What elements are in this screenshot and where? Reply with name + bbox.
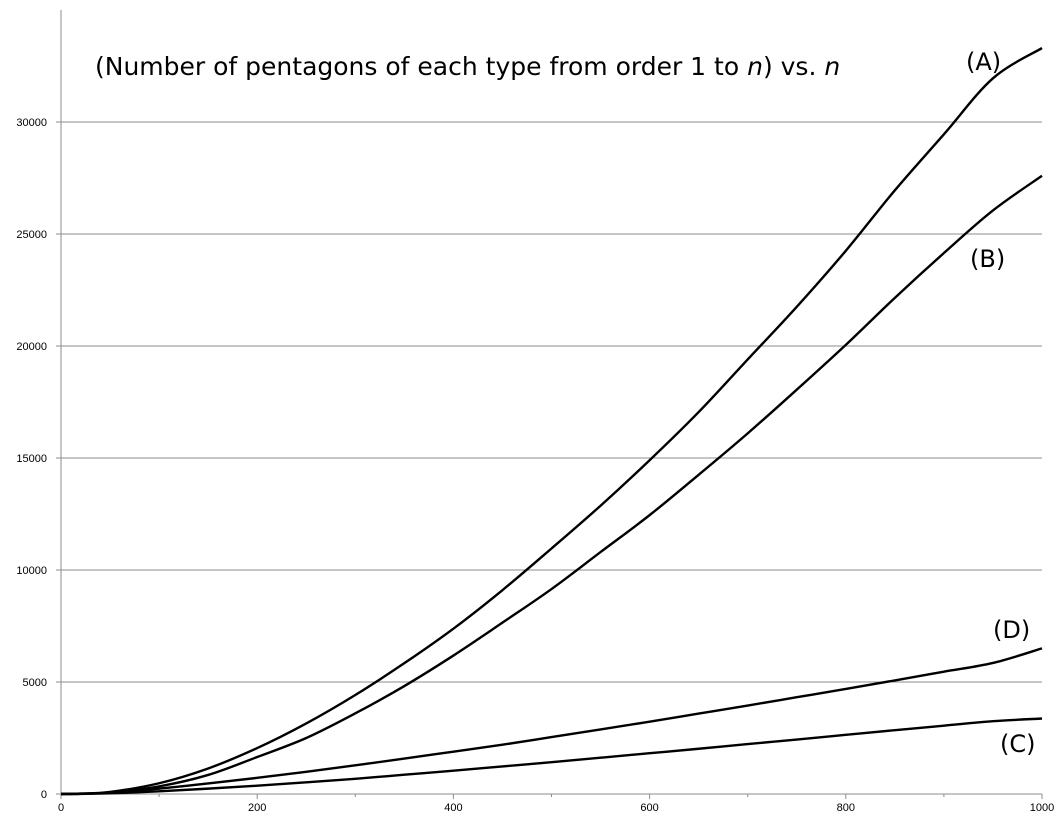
series-line-d <box>60 647 1043 796</box>
series-label-c: (C) <box>1000 730 1035 758</box>
series-line-c <box>60 717 1043 796</box>
x-tick-label: 0 <box>58 802 64 814</box>
x-tick-label: 400 <box>444 802 462 814</box>
grid-lines <box>61 121 1042 683</box>
chart-title-part: n <box>747 52 763 81</box>
x-tick-label: 800 <box>837 802 855 814</box>
y-tick-label: 30000 <box>16 117 47 129</box>
x-tick-label: 600 <box>640 802 658 814</box>
axes <box>56 10 1043 799</box>
chart-title-part: ) vs. <box>763 52 824 81</box>
series-line-b <box>60 174 1043 796</box>
y-tick-label: 5000 <box>23 677 47 689</box>
chart-title-part: (Number of pentagons of each type from o… <box>95 52 747 81</box>
x-tick-label: 200 <box>248 802 266 814</box>
chart-title-part: n <box>824 52 840 81</box>
y-tick-label: 15000 <box>16 453 47 465</box>
tick-labels: 0 5000 10000 15000 20000 25000 30000 0 200 400 600… <box>16 117 1054 814</box>
series-line-a <box>60 47 1043 796</box>
series-label-b: (B) <box>970 245 1005 273</box>
y-tick-label: 10000 <box>16 565 47 577</box>
series-lines <box>60 47 1043 796</box>
x-tick-label: 1000 <box>1030 802 1054 814</box>
series-label-a: (A) <box>966 48 1001 76</box>
y-tick-label: 25000 <box>16 229 47 241</box>
series-labels: (A) (B) (C) (D) <box>966 48 1035 758</box>
y-tick-label: 20000 <box>16 341 47 353</box>
chart-title: (Number of pentagons of each type from o… <box>95 52 840 81</box>
series-label-d: (D) <box>993 616 1030 644</box>
y-tick-label: 0 <box>41 789 47 801</box>
